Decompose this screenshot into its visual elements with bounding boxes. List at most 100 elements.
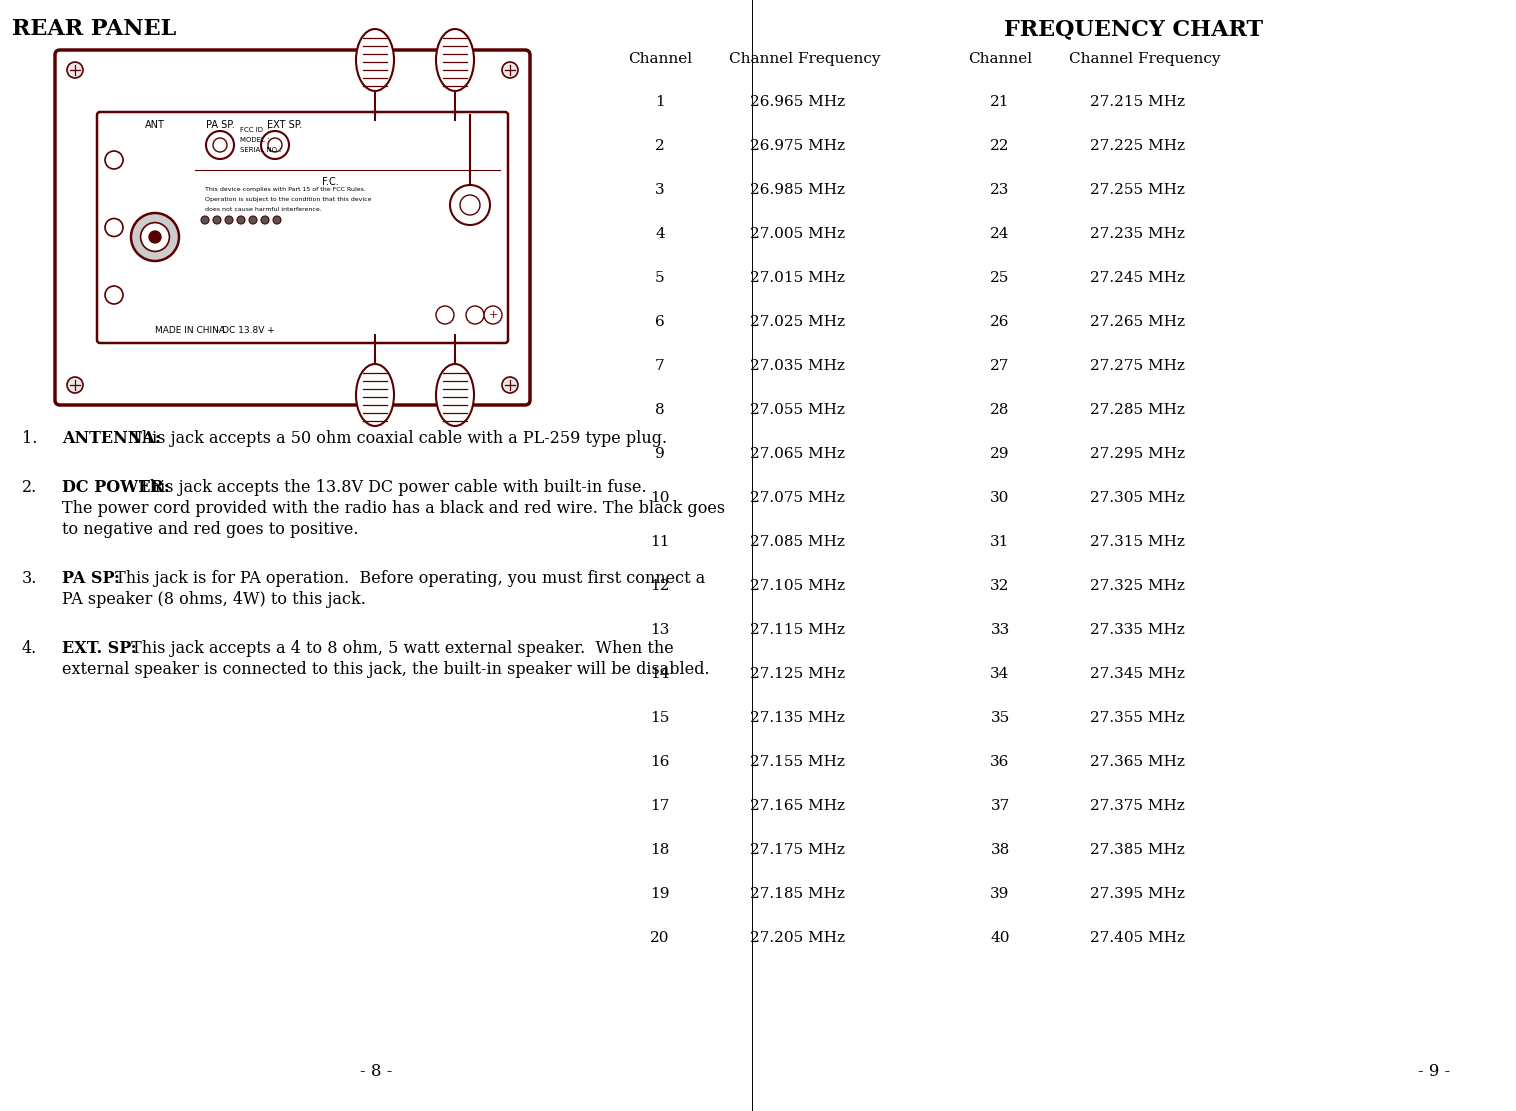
- Ellipse shape: [437, 29, 475, 91]
- Text: 1: 1: [655, 96, 666, 109]
- Circle shape: [105, 286, 123, 304]
- Circle shape: [130, 213, 179, 261]
- Text: 30: 30: [990, 491, 1010, 506]
- Text: 17: 17: [650, 799, 670, 813]
- Text: This jack accepts a 4 to 8 ohm, 5 watt external speaker.  When the: This jack accepts a 4 to 8 ohm, 5 watt e…: [126, 640, 673, 657]
- Text: 27.185 MHz: 27.185 MHz: [750, 887, 844, 901]
- Text: 8: 8: [655, 403, 666, 417]
- Circle shape: [214, 216, 221, 224]
- Circle shape: [67, 62, 83, 78]
- Circle shape: [236, 216, 246, 224]
- Text: FCC ID  :: FCC ID :: [240, 127, 270, 133]
- Text: 29: 29: [990, 447, 1010, 461]
- Circle shape: [465, 306, 484, 324]
- Text: - 9 -: - 9 -: [1417, 1063, 1451, 1080]
- Text: 27.375 MHz: 27.375 MHz: [1090, 799, 1184, 813]
- Text: 27.115 MHz: 27.115 MHz: [750, 623, 844, 637]
- Text: 33: 33: [990, 623, 1010, 637]
- Text: 27.025 MHz: 27.025 MHz: [750, 316, 844, 329]
- Circle shape: [261, 131, 290, 159]
- Circle shape: [141, 222, 170, 251]
- Text: 27.075 MHz: 27.075 MHz: [750, 491, 844, 506]
- Text: 20: 20: [650, 931, 670, 945]
- Text: Channel: Channel: [967, 52, 1032, 66]
- Text: 24: 24: [990, 227, 1010, 241]
- Text: PA SP.: PA SP.: [206, 120, 235, 130]
- Text: FREQUENCY CHART: FREQUENCY CHART: [1005, 18, 1263, 40]
- Text: PA SP:: PA SP:: [62, 570, 120, 587]
- Text: EXT SP.: EXT SP.: [267, 120, 303, 130]
- Text: 14: 14: [650, 667, 670, 681]
- Text: SERIAL NO.:: SERIAL NO.:: [240, 147, 282, 153]
- Circle shape: [450, 186, 490, 226]
- Text: 27.305 MHz: 27.305 MHz: [1090, 491, 1186, 506]
- Text: 38: 38: [990, 843, 1010, 857]
- Text: 27.055 MHz: 27.055 MHz: [750, 403, 844, 417]
- Text: 7: 7: [655, 359, 666, 373]
- Text: 9: 9: [655, 447, 666, 461]
- Text: 6: 6: [655, 316, 666, 329]
- Circle shape: [149, 231, 161, 243]
- Text: 36: 36: [990, 755, 1010, 769]
- Text: 12: 12: [650, 579, 670, 593]
- FancyBboxPatch shape: [97, 112, 508, 343]
- Text: 32: 32: [990, 579, 1010, 593]
- Text: 27.335 MHz: 27.335 MHz: [1090, 623, 1184, 637]
- Text: 27.325 MHz: 27.325 MHz: [1090, 579, 1186, 593]
- Text: ANT: ANT: [146, 120, 165, 130]
- Text: 27.215 MHz: 27.215 MHz: [1090, 96, 1186, 109]
- Text: 22: 22: [990, 139, 1010, 153]
- Text: 40: 40: [990, 931, 1010, 945]
- Text: Channel Frequency: Channel Frequency: [729, 52, 881, 66]
- Text: 27.385 MHz: 27.385 MHz: [1090, 843, 1184, 857]
- Text: 25: 25: [990, 271, 1010, 286]
- Text: 39: 39: [990, 887, 1010, 901]
- Circle shape: [502, 377, 518, 393]
- Text: 27.295 MHz: 27.295 MHz: [1090, 447, 1186, 461]
- Text: 27.365 MHz: 27.365 MHz: [1090, 755, 1186, 769]
- Text: 5: 5: [655, 271, 666, 286]
- Text: 2.: 2.: [23, 479, 38, 496]
- Text: 27.015 MHz: 27.015 MHz: [750, 271, 844, 286]
- Circle shape: [502, 62, 518, 78]
- Text: 13: 13: [650, 623, 670, 637]
- Text: MODEL :: MODEL :: [240, 137, 270, 143]
- Text: 27.275 MHz: 27.275 MHz: [1090, 359, 1186, 373]
- Ellipse shape: [356, 29, 394, 91]
- Text: 27.125 MHz: 27.125 MHz: [750, 667, 844, 681]
- Text: 28: 28: [990, 403, 1010, 417]
- Text: 27.135 MHz: 27.135 MHz: [750, 711, 844, 725]
- Text: 35: 35: [990, 711, 1010, 725]
- Text: 27.085 MHz: 27.085 MHz: [750, 536, 844, 549]
- Text: 27.285 MHz: 27.285 MHz: [1090, 403, 1186, 417]
- Text: This device complies with Part 15 of the FCC Rules.: This device complies with Part 15 of the…: [205, 187, 365, 192]
- Text: - DC 13.8V +: - DC 13.8V +: [215, 326, 274, 336]
- Text: 10: 10: [650, 491, 670, 506]
- Text: REAR PANEL: REAR PANEL: [12, 18, 176, 40]
- Text: to negative and red goes to positive.: to negative and red goes to positive.: [62, 521, 358, 538]
- Text: 27.175 MHz: 27.175 MHz: [750, 843, 844, 857]
- Text: 16: 16: [650, 755, 670, 769]
- Circle shape: [261, 216, 268, 224]
- Text: This jack accepts the 13.8V DC power cable with built-in fuse.: This jack accepts the 13.8V DC power cab…: [133, 479, 647, 496]
- Text: 26.985 MHz: 26.985 MHz: [750, 183, 844, 197]
- Text: 27.225 MHz: 27.225 MHz: [1090, 139, 1186, 153]
- Circle shape: [67, 377, 83, 393]
- Text: 23: 23: [990, 183, 1010, 197]
- Text: 18: 18: [650, 843, 670, 857]
- Text: The power cord provided with the radio has a black and red wire. The black goes: The power cord provided with the radio h…: [62, 500, 725, 517]
- Text: 27.315 MHz: 27.315 MHz: [1090, 536, 1186, 549]
- Circle shape: [202, 216, 209, 224]
- Ellipse shape: [437, 364, 475, 426]
- Circle shape: [224, 216, 233, 224]
- Ellipse shape: [356, 364, 394, 426]
- Text: 27.355 MHz: 27.355 MHz: [1090, 711, 1184, 725]
- Text: Channel Frequency: Channel Frequency: [1069, 52, 1220, 66]
- Text: 3.: 3.: [23, 570, 38, 587]
- Text: 2: 2: [655, 139, 666, 153]
- Text: 11: 11: [650, 536, 670, 549]
- Text: Operation is subject to the condition that this device: Operation is subject to the condition th…: [205, 197, 371, 202]
- FancyBboxPatch shape: [55, 50, 531, 406]
- Text: This jack accepts a 50 ohm coaxial cable with a PL-259 type plug.: This jack accepts a 50 ohm coaxial cable…: [126, 430, 667, 447]
- Circle shape: [105, 219, 123, 237]
